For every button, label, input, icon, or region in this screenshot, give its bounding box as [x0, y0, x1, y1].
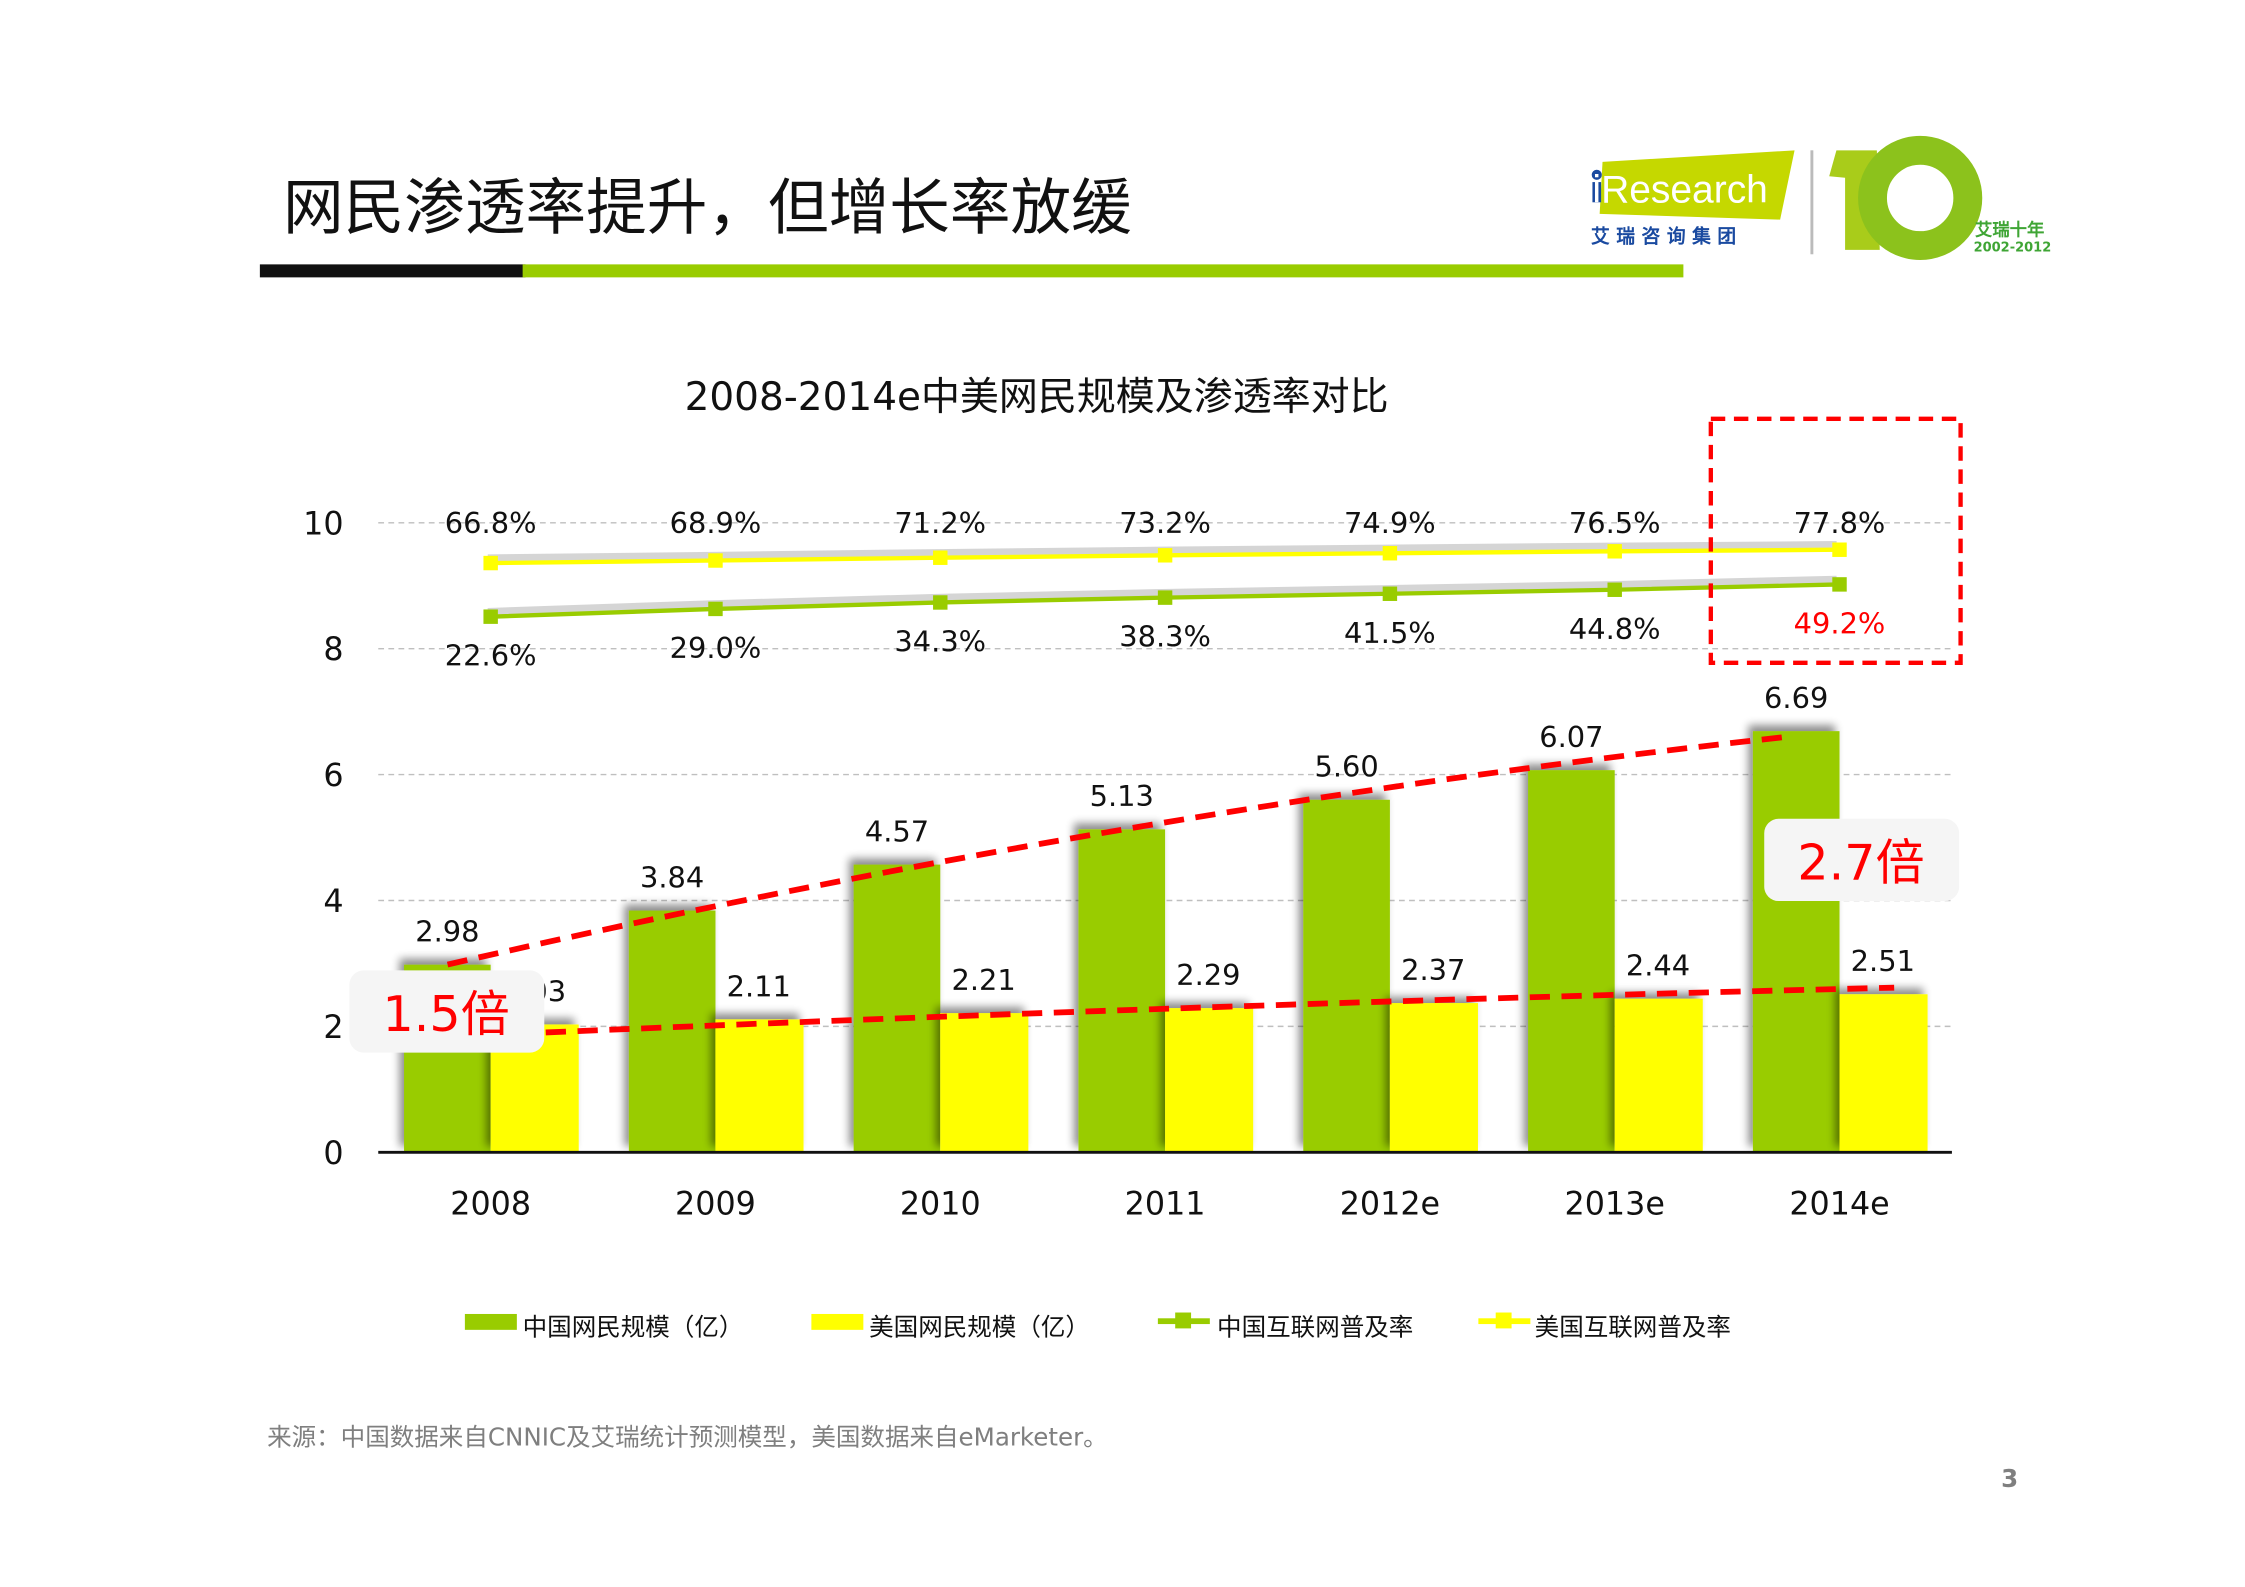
svg-text:iResearch: iResearch: [1592, 168, 1767, 211]
highlight-box-2014e: [1708, 416, 1963, 666]
annotation-ratio: 2.7倍: [1797, 833, 1924, 891]
data-label-us-users: 2.51: [1851, 944, 1915, 978]
data-label-rate: 44.8%: [1569, 612, 1661, 646]
source-note: 来源：中国数据来自CNNIC及艾瑞统计预测模型，美国数据来自eMarketer。: [267, 1422, 1108, 1451]
bar-china-users: [1752, 731, 1840, 1153]
x-tick-label: 2014e: [1789, 1186, 1889, 1222]
bar-china-users: [628, 910, 716, 1153]
svg-text:中国网民规模（亿）: 中国网民规模（亿）: [523, 1313, 744, 1342]
x-tick-label: 2010: [900, 1186, 981, 1222]
data-label-us-users: 2.29: [1176, 958, 1240, 992]
data-label-rate: 68.9%: [670, 506, 762, 540]
line-marker: [1607, 544, 1622, 559]
title-underline-green: [522, 264, 1684, 278]
page-number: 3: [2001, 1464, 2018, 1493]
legend: 中国网民规模（亿） 美国网民规模（亿） 中国互联网普及率 美国互联网普及率: [464, 1312, 1731, 1342]
bar-us-users: [1614, 998, 1703, 1153]
data-label-us-users: 2.21: [951, 963, 1015, 997]
legend-item-us-users: 美国网民规模（亿）: [811, 1313, 1090, 1342]
data-label-rate: 34.3%: [894, 625, 986, 659]
bar-us-users: [1165, 1008, 1254, 1153]
svg-text:美国互联网普及率: 美国互联网普及率: [1535, 1313, 1731, 1342]
data-label-china-users: 6.07: [1539, 720, 1603, 754]
data-label-china-users: 5.60: [1314, 750, 1378, 784]
legend-item-china-users: 中国网民规模（亿）: [464, 1313, 744, 1342]
iresearch-logo: iResearch 艾 瑞 咨 询 集 团 10 艾瑞十年 2002-2012: [1591, 135, 2052, 261]
data-label-us-users: 2.44: [1626, 949, 1690, 983]
data-label-china-users: 6.69: [1764, 681, 1828, 715]
y-tick-label: 8: [323, 632, 343, 668]
annotation-ratio: 1.5倍: [383, 985, 510, 1043]
svg-text:艾瑞十年: 艾瑞十年: [1975, 219, 2044, 240]
data-label-us-users: 2.11: [727, 969, 791, 1003]
y-tick-label: 0: [323, 1136, 343, 1172]
bar-us-users: [715, 1019, 804, 1153]
bar-us-users: [1839, 994, 1928, 1153]
data-label-china-users: 3.84: [640, 860, 704, 894]
x-tick-label: 2009: [675, 1186, 756, 1222]
y-tick-label: 10: [303, 506, 343, 542]
x-tick-label: 2012e: [1340, 1186, 1440, 1222]
bar-china-users: [1528, 770, 1615, 1153]
line-marker: [708, 553, 723, 568]
data-label-rate: 29.0%: [670, 631, 762, 665]
line-marker: [708, 601, 723, 617]
data-label-rate: 41.5%: [1344, 616, 1436, 650]
y-tick-label: 2: [323, 1010, 343, 1046]
annotation-box: [1764, 818, 1960, 902]
line-marker: [1157, 590, 1173, 605]
x-tick-label: 2008: [450, 1186, 531, 1222]
data-label-rate: 22.6%: [445, 639, 537, 673]
data-label-china-users: 4.57: [865, 815, 929, 849]
line-marker: [933, 550, 948, 565]
line-marker: [1382, 546, 1398, 561]
data-label-rate: 66.8%: [445, 506, 537, 540]
page-title: 网民渗透率提升，但增长率放缓: [283, 173, 1132, 243]
line-marker: [1382, 586, 1398, 601]
svg-text:中国互联网普及率: 中国互联网普及率: [1217, 1313, 1413, 1342]
bar-us-users: [1389, 1003, 1478, 1153]
line-marker: [1832, 577, 1847, 592]
svg-text:2002-2012: 2002-2012: [1974, 240, 2052, 255]
bar-china-users: [853, 864, 941, 1153]
chart: 02468102.982.0320083.842.1120094.572.212…: [303, 416, 1963, 1222]
annotation-box: [349, 970, 545, 1053]
data-label-rate: 76.5%: [1569, 506, 1661, 540]
line-marker: [1607, 582, 1622, 597]
data-label-rate: 49.2%: [1794, 606, 1886, 640]
data-label-rate: 74.9%: [1344, 506, 1436, 540]
legend-item-us-rate: 美国互联网普及率: [1478, 1312, 1731, 1342]
legend-item-china-rate: 中国互联网普及率: [1157, 1312, 1413, 1342]
trend-line-china: [446, 733, 1791, 968]
x-tick-label: 2011: [1125, 1186, 1206, 1222]
x-tick-label: 2013e: [1565, 1186, 1665, 1222]
chart-title: 2008-2014e中美网民规模及渗透率对比: [685, 375, 1389, 420]
data-label-china-users: 5.13: [1090, 779, 1154, 813]
data-label-rate: 77.8%: [1794, 506, 1886, 540]
line-marker: [483, 555, 498, 571]
svg-text:美国网民规模（亿）: 美国网民规模（亿）: [869, 1313, 1090, 1342]
line-marker: [1157, 548, 1173, 563]
bar-us-users: [940, 1013, 1029, 1153]
bar-china-users: [1078, 829, 1166, 1153]
data-label-rate: 73.2%: [1119, 506, 1211, 540]
y-tick-label: 6: [323, 758, 343, 794]
data-label-us-users: 2.37: [1401, 953, 1465, 987]
y-tick-label: 4: [323, 884, 343, 920]
data-label-rate: 71.2%: [894, 506, 986, 540]
data-label-rate: 38.3%: [1119, 620, 1211, 654]
data-label-china-users: 2.98: [415, 915, 479, 949]
title-underline-dark: [259, 264, 526, 278]
line-marker: [483, 609, 498, 624]
bar-china-users: [1303, 799, 1390, 1153]
svg-text:艾 瑞 咨 询 集 团: 艾 瑞 咨 询 集 团: [1591, 225, 1736, 248]
trend-line-us: [545, 984, 1895, 1036]
line-marker: [1832, 542, 1847, 557]
line-marker: [933, 595, 948, 610]
